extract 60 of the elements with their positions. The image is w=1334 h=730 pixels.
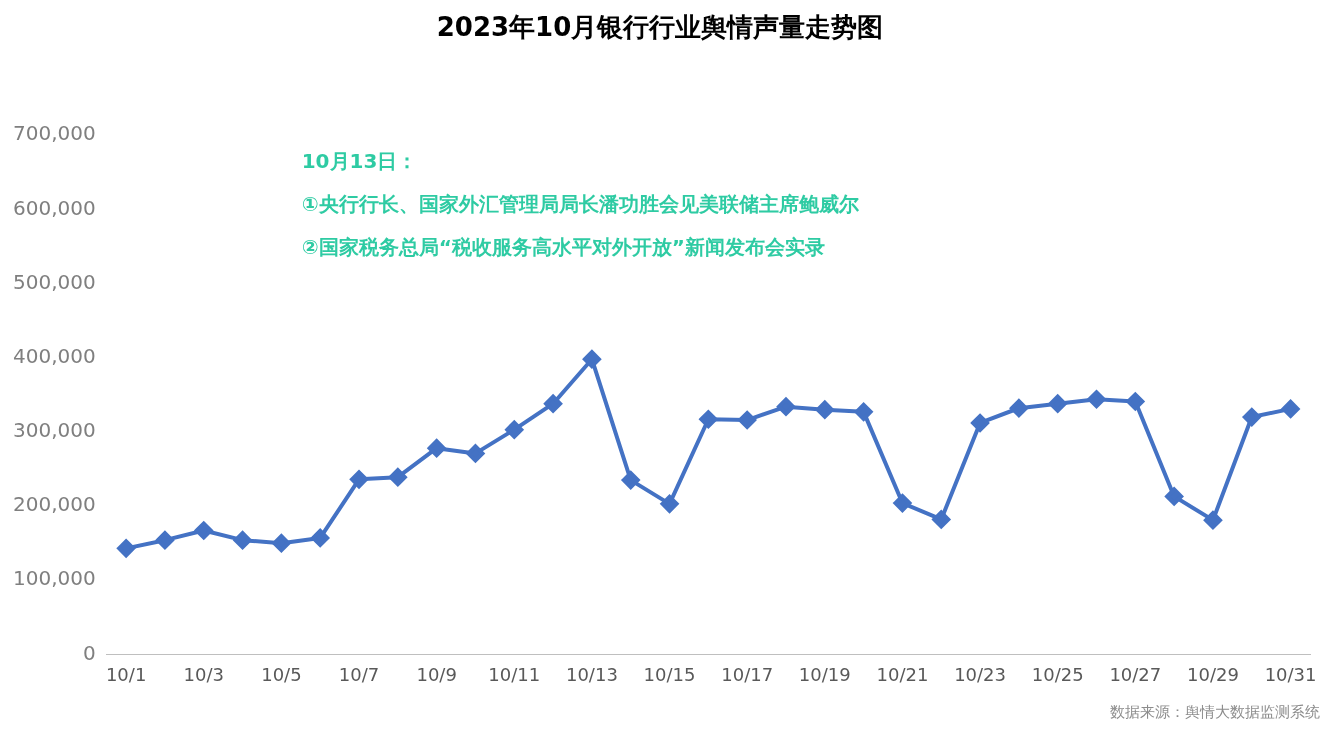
x-tick-label: 10/23 [954, 663, 1006, 685]
point [272, 534, 291, 553]
x-tick-label: 10/31 [1264, 663, 1317, 685]
point [1165, 487, 1184, 506]
x-tick-label: 10/17 [721, 663, 774, 685]
y-tick-label: 600,000 [12, 195, 96, 220]
point [544, 394, 563, 413]
point [1203, 511, 1222, 530]
x-tick-label: 10/11 [488, 663, 541, 685]
point [893, 494, 912, 513]
y-tick-label: 300,000 [12, 418, 96, 443]
source-note: 数据来源：舆情大数据监测系统 [1110, 702, 1320, 721]
point [311, 528, 330, 547]
x-tick-label: 10/21 [876, 663, 929, 685]
point [1048, 394, 1067, 413]
point [1087, 390, 1106, 409]
x-tick-label: 10/3 [183, 663, 224, 685]
y-tick-label: 500,000 [12, 269, 96, 294]
point [350, 470, 369, 489]
point [854, 402, 873, 421]
annotation: ②国家税务总局“税收服务高水平对外开放”新闻发布会实录 [301, 235, 825, 260]
x-tick-label: 10/27 [1109, 663, 1162, 685]
point [1126, 392, 1145, 411]
x-tick-label: 10/13 [565, 663, 618, 685]
point [738, 411, 757, 430]
x-tick-label: 10/1 [105, 663, 147, 685]
point [776, 397, 795, 416]
point [194, 521, 213, 540]
point [699, 410, 718, 429]
y-tick-label: 100,000 [12, 566, 96, 591]
point [621, 471, 640, 490]
x-tick-label: 10/15 [643, 663, 696, 685]
point [1242, 408, 1261, 427]
point [1281, 399, 1300, 418]
point [582, 350, 601, 369]
point [233, 531, 252, 550]
point [971, 413, 990, 432]
point [155, 531, 174, 550]
y-tick-label: 0 [82, 640, 96, 665]
chart-title: 2023年10月银行行业舆情声量走势图 [436, 12, 884, 43]
x-tick-label: 10/7 [338, 663, 380, 685]
x-tick-label: 10/19 [798, 663, 851, 685]
x-tick-label: 10/25 [1031, 663, 1084, 685]
point [466, 444, 485, 463]
x-tick-label: 10/9 [416, 663, 457, 685]
annotation: 10月13日： [301, 149, 418, 174]
point [815, 400, 834, 419]
point [388, 468, 407, 487]
point [932, 510, 951, 529]
y-tick-label: 400,000 [12, 343, 96, 368]
x-tick-label: 10/5 [261, 663, 302, 685]
y-tick-label: 700,000 [12, 121, 96, 146]
point [660, 494, 679, 513]
y-tick-label: 200,000 [12, 492, 96, 517]
point [505, 420, 524, 439]
annotation: ①央行行长、国家外汇管理局局长潘功胜会见美联储主席鲍威尔 [301, 192, 860, 217]
point [117, 539, 136, 558]
x-tick-label: 10/29 [1187, 663, 1239, 685]
point [1009, 399, 1028, 418]
point [427, 439, 446, 458]
